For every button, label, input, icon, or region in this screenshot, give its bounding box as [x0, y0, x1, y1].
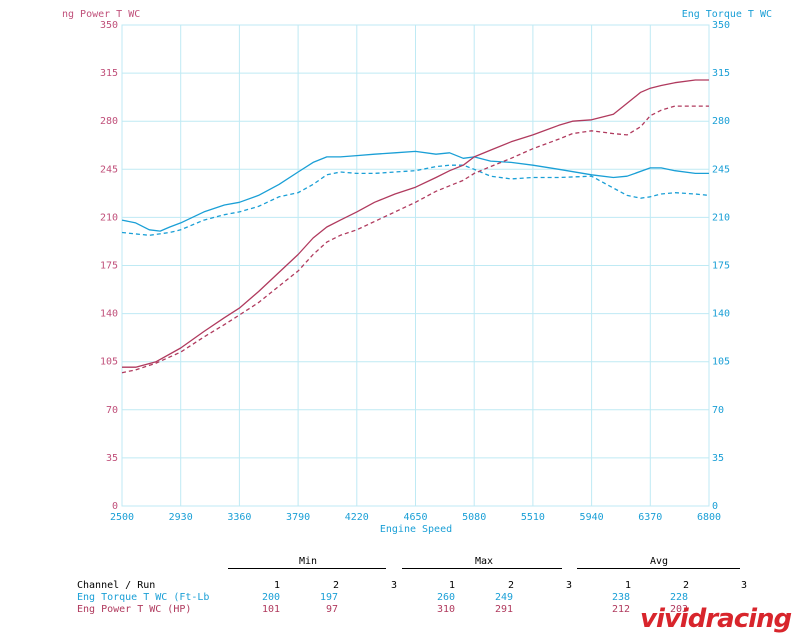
dyno-chart: 0 35 70 105 140 175 210 245 280 315 350 0 35 70 105 14… [62, 9, 772, 535]
left-tick-label: 105 [100, 357, 118, 368]
right-axis-title: Eng Torque T WC [682, 9, 772, 20]
min-rule [228, 568, 386, 569]
left-tick-label: 280 [100, 116, 118, 127]
x-tick-label: 2500 [110, 512, 134, 523]
power-avg-run-2: 203 [670, 604, 689, 615]
torque-avg-run-2: 228 [670, 592, 689, 603]
right-tick-label: 140 [712, 309, 730, 320]
max-run-2: 2 [508, 580, 515, 591]
min-header: Min [299, 556, 318, 567]
chart-grid [121, 24, 710, 507]
right-tick-label: 315 [712, 68, 730, 79]
torque-min-run-2: 197 [320, 592, 339, 603]
torque-avg-run-1: 238 [612, 592, 631, 603]
left-tick-label: 350 [100, 20, 118, 31]
max-run-3: 3 [566, 580, 573, 591]
power-max-run-1: 310 [437, 604, 456, 615]
x-tick-label: 3790 [286, 512, 310, 523]
x-axis-label: Engine Speed [380, 524, 452, 535]
left-axis-title: ng Power T WC [62, 9, 140, 20]
min-run-3: 3 [391, 580, 398, 591]
left-tick-label: 210 [100, 212, 118, 223]
avg-run-2: 2 [683, 580, 690, 591]
power-min-run-1: 101 [262, 604, 281, 615]
avg-run-3: 3 [741, 580, 748, 591]
x-tick-label: 5510 [521, 512, 545, 523]
torque-min-run-1: 200 [262, 592, 281, 603]
series-line-power_1 [122, 79, 709, 368]
torque-max-run-1: 260 [437, 592, 456, 603]
left-tick-label: 140 [100, 309, 118, 320]
plot-border [121, 24, 710, 507]
x-tick-label: 2930 [169, 512, 193, 523]
vividracing-logo: vividracing [640, 604, 792, 634]
right-tick-label: 210 [712, 212, 730, 223]
x-tick-label: 5080 [462, 512, 486, 523]
right-tick-label: 280 [712, 116, 730, 127]
power-row-label: Eng Power T WC (HP) [77, 604, 192, 615]
plot-frame [121, 24, 710, 507]
avg-run-1: 1 [625, 580, 632, 591]
torque-row-label: Eng Torque T WC (Ft-Lb [77, 592, 210, 603]
right-tick-label: 105 [712, 357, 730, 368]
left-tick-label: 35 [106, 453, 118, 464]
min-run-2: 2 [333, 580, 340, 591]
channel-run-header: Channel / Run [77, 580, 156, 591]
left-tick-label: 175 [100, 261, 118, 272]
x-tick-label: 4220 [345, 512, 369, 523]
power-max-run-2: 291 [495, 604, 514, 615]
max-header: Max [475, 556, 494, 567]
avg-rule [577, 568, 740, 569]
right-tick-label: 70 [712, 405, 724, 416]
max-run-1: 1 [449, 580, 456, 591]
right-tick-label: 35 [712, 453, 724, 464]
x-tick-label: 6800 [697, 512, 721, 523]
series-line-torque_2 [121, 164, 710, 236]
left-axis-ticks: 0 35 70 105 140 175 210 245 280 315 350 [100, 20, 118, 512]
series-layer [121, 79, 710, 374]
stats-table: Min Max Avg Channel / Run 1 2 3 1 2 3 1 … [0, 552, 800, 640]
x-tick-label: 6370 [638, 512, 662, 523]
left-tick-label: 0 [112, 501, 118, 512]
series-line-torque_1 [121, 150, 709, 232]
right-axis-ticks: 0 35 70 105 140 175 210 245 280 315 350 [712, 20, 730, 512]
x-tick-label: 4650 [403, 512, 427, 523]
min-run-1: 1 [274, 580, 281, 591]
x-axis-ticks: 2500 2930 3360 3790 4220 4650 5080 5510 5940 6370… [110, 512, 721, 523]
torque-max-run-2: 249 [495, 592, 514, 603]
max-rule [402, 568, 562, 569]
left-tick-label: 315 [100, 68, 118, 79]
x-tick-label: 3360 [227, 512, 251, 523]
right-tick-label: 0 [712, 501, 718, 512]
right-tick-label: 245 [712, 164, 730, 175]
left-tick-label: 245 [100, 164, 118, 175]
left-tick-label: 70 [106, 405, 118, 416]
x-tick-label: 5940 [580, 512, 604, 523]
power-min-run-2: 97 [326, 604, 339, 615]
right-tick-label: 175 [712, 261, 730, 272]
avg-header: Avg [650, 556, 669, 567]
series-line-power_2 [121, 105, 709, 374]
right-tick-label: 350 [712, 20, 730, 31]
power-avg-run-1: 212 [612, 604, 631, 615]
